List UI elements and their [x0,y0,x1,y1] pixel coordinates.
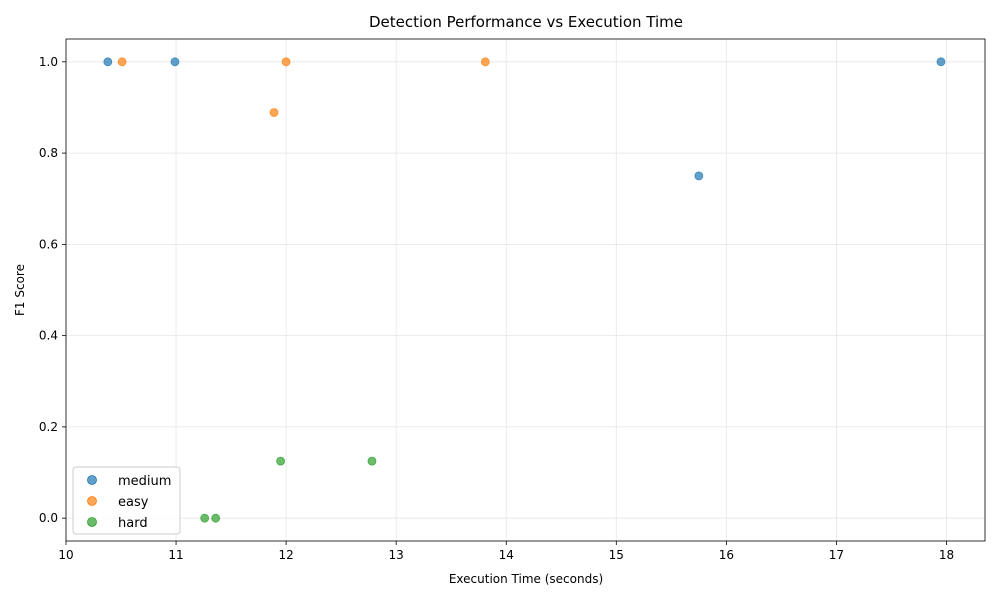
point-hard [200,513,210,523]
point-hard [211,513,221,523]
x-axis: 10 11 12 13 14 15 16 17 18 [58,541,954,562]
point-hard [367,456,377,466]
point-medium [170,57,180,67]
x-tick-label: 10 [58,548,73,562]
point-medium [936,57,946,67]
x-tick-label: 13 [389,548,404,562]
grid [65,39,985,541]
point-hard [276,456,286,466]
y-tick-label: 0.6 [39,237,58,251]
legend-marker-easy [87,496,97,506]
point-medium [694,171,704,181]
x-tick-label: 14 [499,548,514,562]
y-tick-label: 0.4 [39,329,58,343]
point-easy [269,108,279,117]
y-axis: 0.0 0.2 0.4 0.6 0.8 1.0 [39,55,66,525]
x-tick-label: 16 [719,548,734,562]
legend: medium easy hard [72,466,181,535]
x-tick-label: 11 [168,548,183,562]
x-axis-label: Execution Time (seconds) [449,572,603,586]
y-tick-label: 0.0 [39,511,58,525]
y-axis-label: F1 Score [13,264,27,316]
point-medium [103,57,113,67]
point-easy [281,57,291,67]
point-easy [480,57,490,67]
x-tick-label: 15 [609,548,624,562]
legend-marker-hard [87,517,97,527]
data-points [103,57,946,523]
legend-marker-medium [87,475,97,485]
legend-label-medium: medium [118,474,171,489]
y-tick-label: 0.2 [39,420,58,434]
x-tick-label: 17 [829,548,844,562]
plot-area [65,38,986,542]
legend-label-hard: hard [118,516,148,531]
chart-title: Detection Performance vs Execution Time [369,13,683,31]
x-tick-label: 18 [939,548,954,562]
x-tick-label: 12 [278,548,293,562]
y-tick-label: 0.8 [39,146,58,160]
legend-box [72,466,181,535]
legend-label-easy: easy [118,495,149,510]
y-tick-label: 1.0 [39,55,58,69]
point-easy [117,57,127,67]
